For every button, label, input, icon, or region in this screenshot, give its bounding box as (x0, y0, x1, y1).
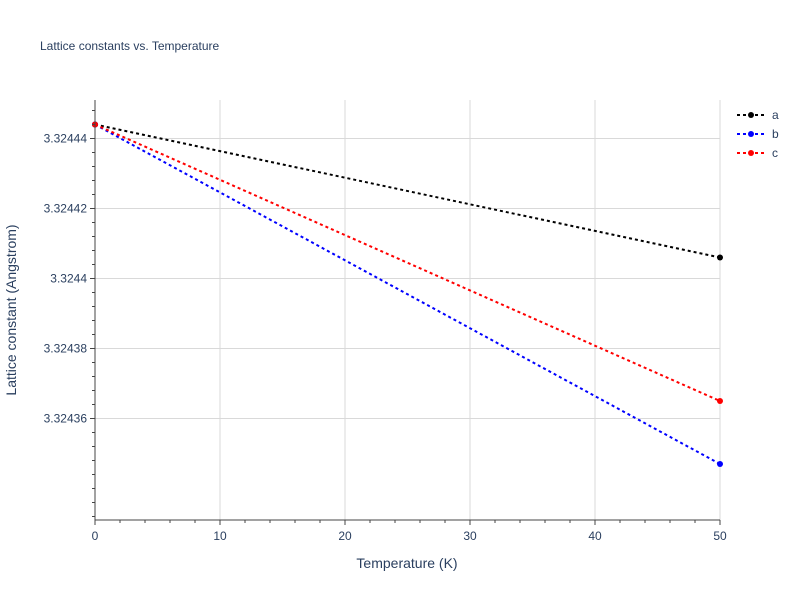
data-point (717, 398, 723, 404)
y-tick-label: 3.32436 (44, 412, 88, 426)
grid (95, 100, 721, 520)
legend[interactable]: abc (737, 108, 779, 160)
x-tick-label: 50 (713, 529, 727, 543)
y-axis-title: Lattice constant (Angstrom) (3, 224, 19, 395)
legend-swatch-marker (748, 112, 754, 118)
x-tick-label: 40 (588, 529, 602, 543)
series-line (94, 123, 721, 402)
data-point (717, 461, 723, 467)
y-tick-label: 3.32438 (44, 342, 88, 356)
x-tick-label: 30 (463, 529, 477, 543)
data-point (717, 254, 723, 261)
series-line (94, 123, 721, 259)
x-tick-label: 20 (338, 529, 352, 543)
legend-swatch-marker (748, 131, 754, 137)
y-tick-label: 3.32444 (44, 132, 88, 146)
legend-item-b[interactable]: b (737, 127, 779, 141)
chart-title: Lattice constants vs. Temperature (40, 39, 220, 53)
series-b (92, 121, 723, 467)
x-axis-title: Temperature (K) (356, 555, 457, 571)
legend-label: a (772, 108, 779, 122)
series-layer (92, 121, 723, 467)
series-line (94, 123, 721, 465)
legend-item-c[interactable]: c (737, 146, 778, 160)
ticks: 0 10 20 30 40 50 3.32436 3.32438 3.3244 3.32442 3.… (44, 110, 727, 543)
axes (94, 100, 720, 521)
series-a (92, 121, 723, 261)
x-tick-label: 10 (213, 529, 227, 543)
y-tick-label: 3.32442 (44, 202, 88, 216)
x-tick-label: 0 (92, 529, 99, 543)
legend-label: b (772, 127, 779, 141)
series-c (92, 121, 723, 404)
y-tick-label: 3.3244 (50, 272, 87, 286)
legend-swatch-marker (748, 150, 754, 156)
legend-item-a[interactable]: a (737, 108, 779, 122)
legend-label: c (772, 146, 778, 160)
